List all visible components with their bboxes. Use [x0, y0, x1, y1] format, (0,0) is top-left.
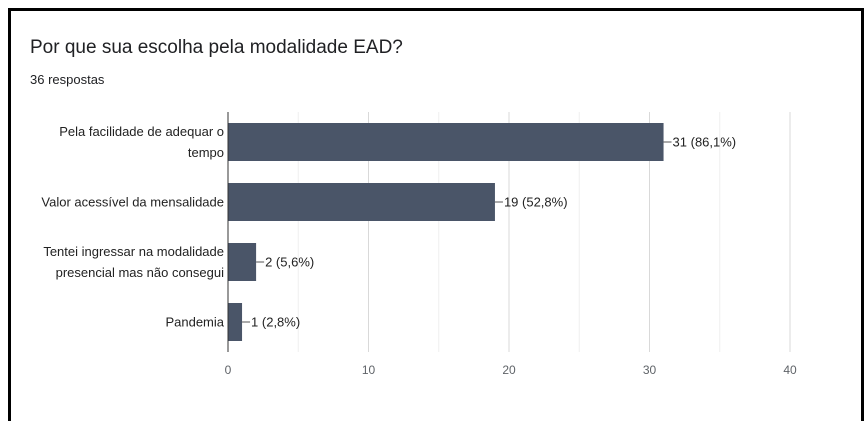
x-tick-label: 10 [362, 363, 376, 377]
data-label: 31 (86,1%) [673, 135, 737, 150]
bar [228, 243, 257, 281]
bar [228, 123, 664, 161]
data-label: 1 (2,8%) [251, 315, 300, 330]
x-tick-label: 30 [643, 363, 657, 377]
category-label: Tentei ingressar na modalidade presencial… [43, 244, 224, 280]
category-label: Pandemia [165, 315, 224, 330]
bar [228, 183, 495, 221]
x-tick-label: 20 [502, 363, 516, 377]
category-label: Valor acessível da mensalidade [41, 195, 224, 210]
chart-title: Por que sua escolha pela modalidade EAD? [30, 37, 403, 58]
response-count: 36 respostas [30, 72, 105, 87]
data-label: 19 (52,8%) [504, 195, 568, 210]
data-label: 2 (5,6%) [265, 255, 314, 270]
x-tick-label: 40 [783, 363, 797, 377]
x-tick-label: 0 [225, 363, 232, 377]
bar [228, 303, 243, 341]
category-label: Pela facilidade de adequar o tempo [59, 124, 224, 160]
